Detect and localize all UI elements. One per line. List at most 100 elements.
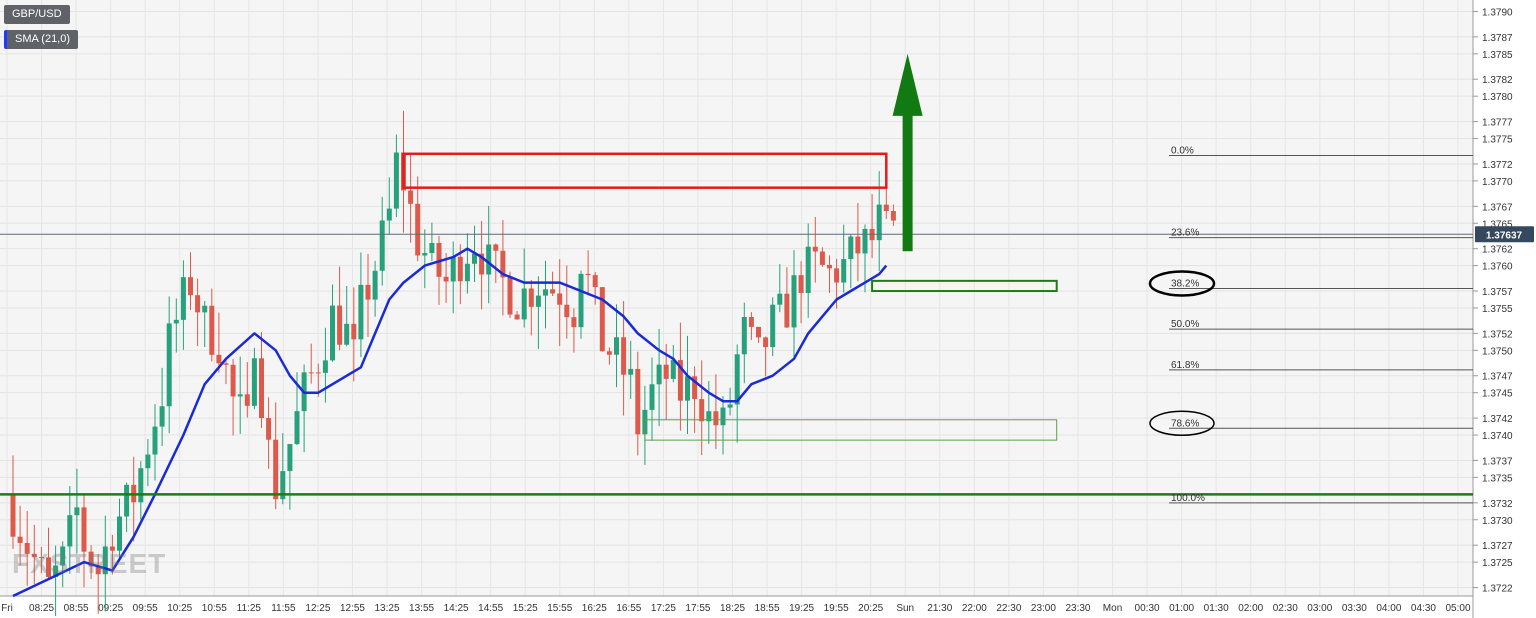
candle-body <box>621 337 627 375</box>
candle <box>173 298 179 353</box>
current-price-tag <box>1475 226 1534 243</box>
candle-body <box>124 484 130 517</box>
x-tick-label: 02:00 <box>1238 603 1263 614</box>
y-tick-label: 1.3777 <box>1482 118 1513 129</box>
y-tick-label: 1.3760 <box>1482 262 1513 273</box>
fib-level-label: 78.6% <box>1171 418 1199 429</box>
y-tick-label: 1.3772 <box>1482 160 1513 171</box>
candle-body <box>493 244 499 251</box>
fib-circle-marker <box>1149 410 1215 437</box>
candle <box>535 276 541 349</box>
candle-body <box>251 358 257 406</box>
candle-body <box>791 275 797 328</box>
candle <box>358 252 364 358</box>
y-tick-label: 1.3757 <box>1482 287 1513 298</box>
y-tick-label: 1.3782 <box>1482 75 1513 86</box>
y-tick-label: 1.3785 <box>1482 50 1513 61</box>
candle-body <box>173 319 179 324</box>
candle-body <box>472 253 477 264</box>
fxstreet-watermark: FXSTREET <box>12 548 167 579</box>
candle <box>81 493 87 588</box>
y-tick-label: 1.3770 <box>1482 177 1513 188</box>
candle <box>628 340 634 399</box>
candle-body <box>429 242 435 254</box>
candle <box>720 396 726 455</box>
candle <box>109 534 115 575</box>
candle <box>166 296 172 434</box>
candle-body <box>535 295 541 307</box>
candle-body <box>798 275 804 293</box>
candle <box>365 254 371 337</box>
candle-body <box>24 542 30 554</box>
fib-level-label: 0.0% <box>1171 145 1194 156</box>
candle <box>479 220 485 310</box>
candle-body <box>670 360 676 379</box>
candle-body <box>379 220 385 271</box>
fib-level-label: 38.2% <box>1171 278 1199 289</box>
x-tick-label: 10:25 <box>167 603 192 614</box>
candle <box>571 308 577 353</box>
y-tick-label: 1.3730 <box>1482 516 1513 527</box>
candle <box>67 486 73 574</box>
plot-area <box>0 0 1473 596</box>
candle <box>145 439 151 487</box>
candle-body <box>727 404 733 408</box>
candle <box>31 524 37 585</box>
candle-body <box>166 323 172 407</box>
candle-body <box>841 259 847 283</box>
candle-body <box>685 376 690 401</box>
candle <box>791 250 797 360</box>
candle-body <box>95 566 101 575</box>
fib-38-zone-box <box>871 279 1058 293</box>
x-tick-label: 08:55 <box>64 603 89 614</box>
candle <box>528 279 534 336</box>
y-tick-label: 1.3755 <box>1482 304 1513 315</box>
candle-body <box>713 411 719 426</box>
x-tick-label: 20:25 <box>858 603 883 614</box>
candle <box>756 326 761 343</box>
candle-body <box>756 326 761 338</box>
x-tick-label: 10:55 <box>202 603 227 614</box>
candle-body <box>784 293 790 328</box>
y-tick-label: 1.3745 <box>1482 389 1513 400</box>
candle-body <box>606 351 612 355</box>
x-tick-label: 12:55 <box>340 603 365 614</box>
candle-body <box>890 210 896 221</box>
x-tick-label: 12:25 <box>305 603 330 614</box>
candle-body <box>720 407 726 426</box>
candle-body <box>457 256 463 282</box>
candle-body <box>31 553 37 558</box>
candle <box>24 511 30 586</box>
candle <box>805 223 811 318</box>
candle <box>663 344 669 420</box>
candle-body <box>230 364 236 397</box>
candle-body <box>358 284 364 340</box>
y-tick-label: 1.3735 <box>1482 473 1513 484</box>
candle <box>819 247 825 267</box>
x-tick-label: 11:25 <box>237 603 262 614</box>
candle <box>415 176 421 262</box>
candle-body <box>408 190 414 204</box>
x-tick-label: 03:00 <box>1307 603 1332 614</box>
y-tick-label: 1.3722 <box>1482 584 1513 595</box>
candle <box>209 288 215 362</box>
candle-body <box>614 337 619 355</box>
x-tick-label: 11:55 <box>271 603 296 614</box>
candle <box>152 404 158 481</box>
y-tick-label: 1.3762 <box>1482 245 1513 256</box>
candle-body <box>834 268 840 283</box>
candle <box>670 344 676 383</box>
candle-body <box>649 384 655 410</box>
candle-body <box>81 507 87 552</box>
candle <box>287 443 293 510</box>
candle-body <box>17 536 23 543</box>
y-tick-label: 1.3767 <box>1482 202 1513 213</box>
candle <box>507 271 513 318</box>
x-tick-label: 22:00 <box>962 603 987 614</box>
candle-body <box>280 471 286 500</box>
candle <box>585 250 591 296</box>
candle <box>635 351 641 456</box>
resistance-box <box>402 152 888 189</box>
x-tick-label: 16:25 <box>582 603 607 614</box>
